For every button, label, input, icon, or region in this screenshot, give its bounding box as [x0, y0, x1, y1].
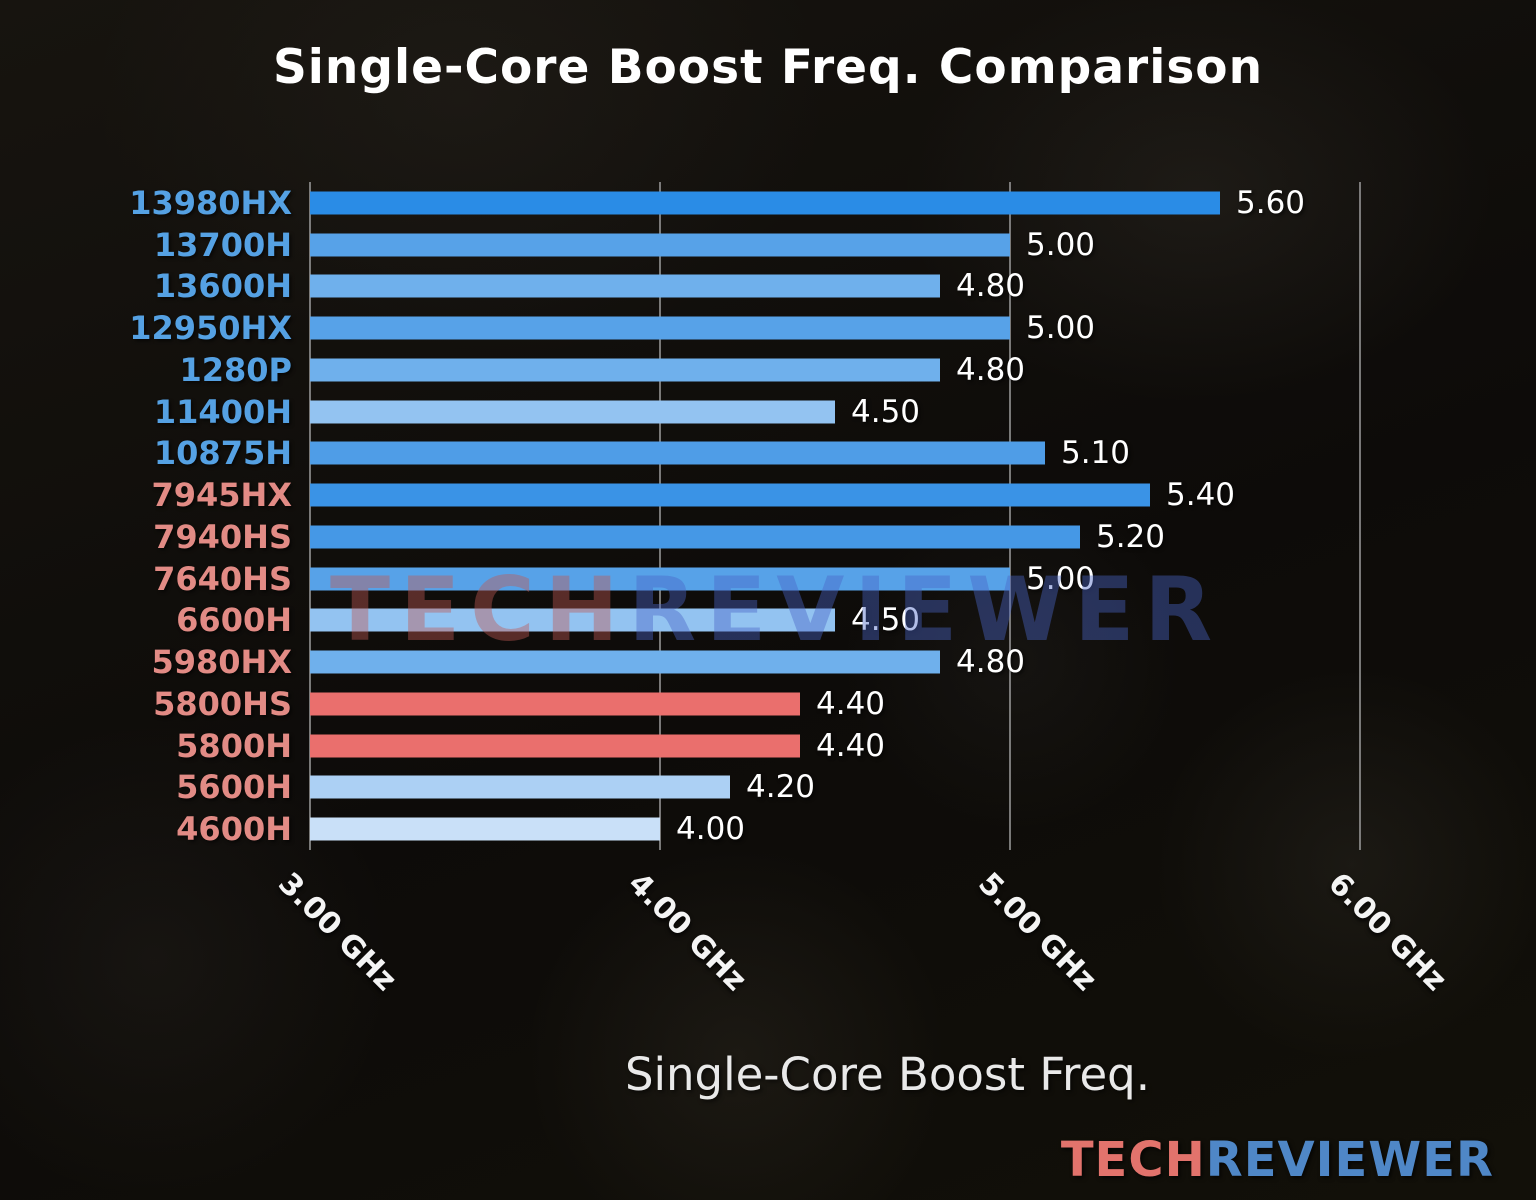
cpu-label: 5600H: [176, 768, 292, 807]
cpu-label: 13700H: [153, 225, 292, 264]
value-label: 4.00: [676, 811, 746, 848]
bar-row: 5980HX 4.80: [151, 641, 1465, 683]
cpu-label: 11400H: [153, 392, 292, 431]
techreviewer-logo: TECHREVIEWER: [1061, 1132, 1494, 1188]
bar-row: 1280P 4.80: [179, 349, 1465, 391]
bar-row: 13600H 4.80: [154, 266, 1465, 308]
x-tick-label: 5.00 GHz: [971, 866, 1104, 998]
bar-row: 7940HS 5.20: [153, 516, 1465, 558]
value-label: 4.80: [956, 351, 1026, 388]
bar-rows: 13980HX 5.60 13700H 5.00 13600H 4.80 12950HX 5.…: [129, 182, 1465, 850]
bar-row: 13980HX 5.60: [129, 182, 1465, 224]
cpu-label: 7945HX: [151, 476, 292, 515]
gridline: [659, 182, 661, 850]
freq-bar: [310, 734, 800, 758]
gridline: [309, 182, 311, 850]
x-axis-label: Single-Core Boost Freq.: [624, 1048, 1151, 1101]
bar-row: 12950HX 5.00: [129, 307, 1465, 349]
bar-row: 5600H 4.20: [176, 767, 1465, 809]
freq-bar: [310, 483, 1150, 507]
cpu-label: 13980HX: [129, 183, 292, 222]
cpu-label: 12950HX: [129, 309, 292, 348]
bar-row: 7640HS 5.00: [153, 558, 1465, 600]
value-label: 4.50: [851, 393, 921, 430]
value-label: 4.40: [816, 685, 886, 722]
cpu-label: 4600H: [176, 810, 292, 849]
value-label: 5.00: [1026, 310, 1096, 347]
bar-row: 6600H 4.50: [176, 600, 1465, 642]
freq-bar: [310, 274, 940, 298]
freq-bar: [310, 316, 1010, 340]
value-label: 5.60: [1236, 184, 1306, 221]
cpu-label: 5980HX: [151, 643, 292, 682]
gridline: [1009, 182, 1011, 850]
value-label: 5.40: [1166, 477, 1236, 514]
freq-bar: [310, 525, 1080, 549]
freq-bar: [310, 817, 660, 841]
x-axis-ticks: 3.00 GHz 4.00 GHz 5.00 GHz 6.00 GHz: [271, 852, 1465, 1072]
cpu-label: 5800H: [176, 726, 292, 765]
x-tick-label: 4.00 GHz: [621, 866, 754, 998]
freq-bar: [310, 400, 835, 424]
bar-row: 11400H 4.50: [154, 391, 1465, 433]
cpu-label: 7940HS: [153, 517, 292, 556]
value-label: 5.10: [1061, 435, 1131, 472]
cpu-label: 5800HS: [153, 684, 292, 723]
gridline: [1359, 182, 1361, 850]
freq-bar: [310, 191, 1220, 215]
freq-bar: [310, 608, 835, 632]
bar-row: 13700H 5.00: [154, 224, 1465, 266]
x-tick-label: 6.00 GHz: [1321, 866, 1454, 998]
value-label: 5.20: [1095, 518, 1166, 555]
cpu-label: 10875H: [153, 434, 292, 473]
cpu-label: 6600H: [176, 601, 292, 640]
gridlines: [309, 182, 1465, 850]
logo-reviewer: REVIEWER: [1205, 1132, 1494, 1188]
value-label: 5.00: [1026, 560, 1096, 597]
chart-title: Single-Core Boost Freq. Comparison: [272, 40, 1264, 95]
freq-bar: [310, 692, 800, 716]
value-label: 4.80: [956, 644, 1026, 681]
bar-row: 7945HX 5.40: [151, 474, 1465, 516]
freq-bar: [310, 775, 730, 799]
bar-row: 4600H 4.00: [176, 808, 1465, 850]
cpu-label: 7640HS: [153, 559, 292, 598]
freq-bar: [310, 650, 940, 674]
freq-bar: [310, 567, 1010, 591]
value-label: 4.50: [851, 602, 921, 639]
value-label: 4.20: [746, 769, 816, 806]
freq-bar: [310, 233, 1010, 257]
plot-area: 13980HX 5.60 13700H 5.00 13600H 4.80 12950HX 5.…: [129, 182, 1465, 850]
value-label: 4.40: [816, 727, 886, 764]
cpu-label: 1280P: [179, 350, 292, 389]
logo-tech: TECH: [1060, 1132, 1206, 1188]
bar-row: 10875H 5.10: [154, 433, 1465, 475]
value-label: 4.80: [956, 268, 1026, 305]
bar-row: 5800HS 4.40: [153, 683, 1465, 725]
freq-bar: [310, 358, 940, 382]
bar-row: 5800H 4.40: [176, 725, 1465, 767]
value-label: 5.00: [1026, 226, 1096, 263]
freq-bar: [310, 441, 1045, 465]
cpu-label: 13600H: [153, 267, 292, 306]
